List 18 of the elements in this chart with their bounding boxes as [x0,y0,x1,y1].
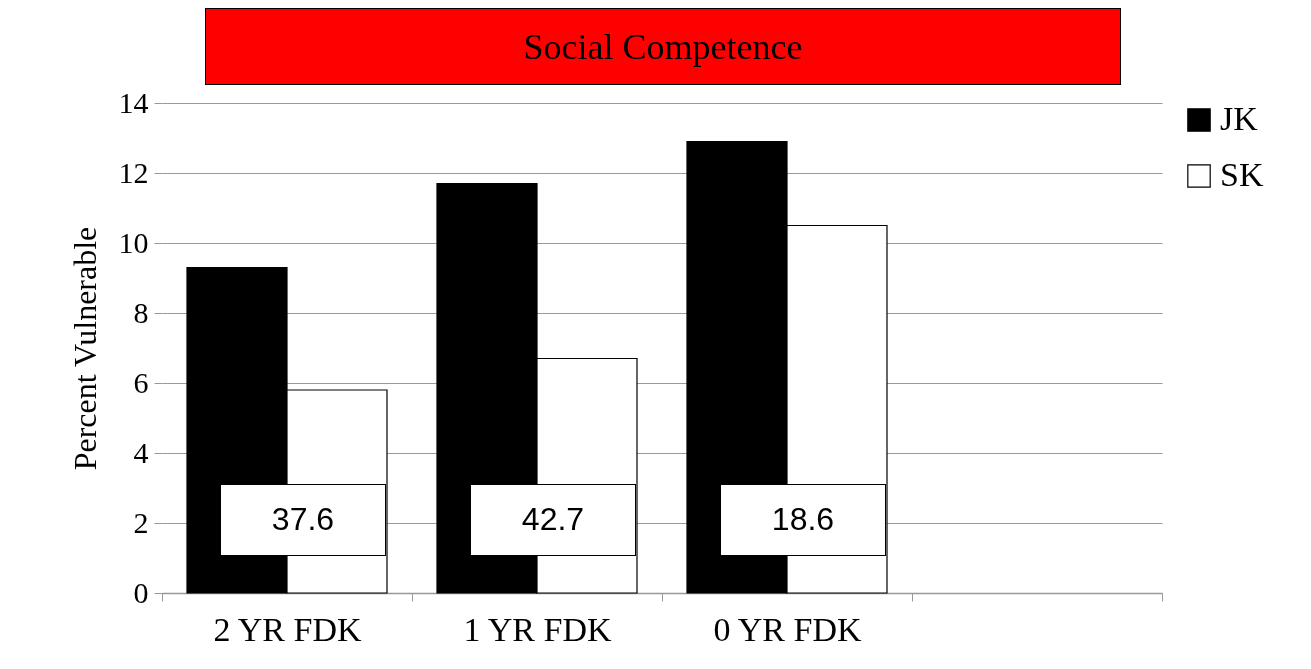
note-box: 18.6 [720,483,886,556]
y-tick-label: 0 [133,575,149,609]
y-axis-title: Percent Vulnerable [66,226,103,471]
y-tick-label: 12 [118,155,149,189]
chart-title: Social Competence [205,8,1121,85]
x-tick-label: 2 YR FDK [213,610,362,648]
note-box: 37.6 [220,483,386,556]
x-tick-label: 0 YR FDK [713,610,862,648]
note-box: 42.7 [470,483,636,556]
y-tick-label: 4 [133,435,149,469]
legend-label: JK [1220,100,1259,137]
y-tick-label: 2 [133,505,149,539]
y-tick-label: 14 [118,85,149,119]
y-tick-label: 8 [133,295,149,329]
y-tick-label: 6 [133,365,149,399]
x-tick-label: 1 YR FDK [463,610,612,648]
legend-label: SK [1220,156,1264,193]
y-tick-label: 10 [118,225,149,259]
